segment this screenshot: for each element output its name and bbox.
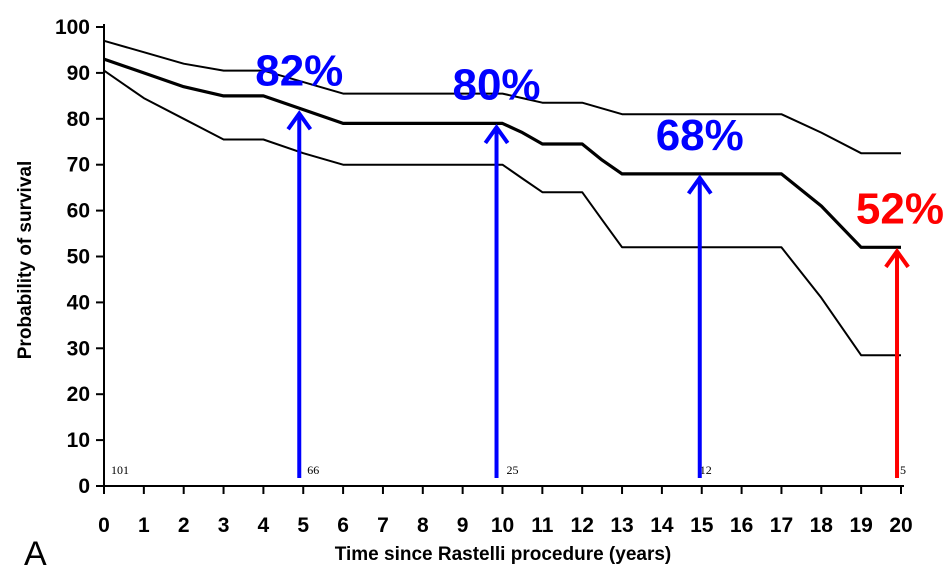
y-tick-label: 60 [67,200,90,223]
at-risk-label: 25 [506,463,518,477]
x-tick-label: 15 [690,514,714,537]
annotation-arrow: 52% [856,184,944,478]
y-tick-label: 100 [55,16,90,39]
x-tick-label: 11 [531,514,554,537]
y-tick-label: 80 [67,108,90,131]
at-risk-label: 12 [700,463,712,477]
annotation-arrow: 68% [656,111,744,478]
survival-curves [103,39,901,357]
arrow-head [686,174,713,195]
arrow-head [483,123,510,145]
x-tick-label: 2 [178,514,190,537]
survival-percent-label: 82% [255,47,343,96]
x-tick-label: 17 [770,514,793,537]
x-tick-label: 18 [810,514,834,537]
y-tick-label: 20 [67,383,90,406]
x-tick-label: 12 [571,514,594,537]
annotation-arrows: 82% 80% 68% 52% [255,47,944,478]
at-risk-label: 101 [111,463,129,477]
x-tick-label: 20 [889,514,912,537]
survival-percent-label: 52% [856,184,944,233]
x-tick-label: 19 [849,514,872,537]
y-tick-label: 40 [67,291,90,314]
x-tick-label: 13 [610,514,633,537]
x-tick-label: 1 [138,514,150,537]
x-tick-label: 4 [258,514,270,537]
y-tick-label: 0 [78,475,90,498]
x-tick-label: 0 [98,514,110,537]
at-risk-numbers: 101 66 25 12 5 [111,463,906,477]
x-tick-label: 3 [218,514,230,537]
x-tick-label: 8 [417,514,429,537]
survival-line-lower-ci [103,69,901,357]
survival-line-estimate [103,57,901,249]
survival-percent-label: 68% [656,111,744,160]
survival-percent-label: 80% [452,60,540,109]
x-tick-label: 14 [650,514,674,537]
x-tick-label: 16 [730,514,753,537]
y-tick-label: 50 [67,246,90,269]
y-tick-label: 90 [67,62,90,85]
annotation-arrow: 80% [452,60,541,478]
y-tick-label: 10 [67,429,90,452]
panel-label: A [24,535,47,573]
x-axis-title: Time since Rastelli procedure (years) [335,544,672,565]
arrow-head [884,247,910,269]
survival-line-upper-ci [103,39,901,155]
x-tick-label: 9 [457,514,469,537]
x-tick-label: 5 [297,514,309,537]
x-tick-label: 7 [377,514,389,537]
annotation-arrow: 82% [255,47,343,478]
at-risk-label: 5 [900,463,906,477]
arrow-head [286,110,313,131]
y-tick-label: 30 [67,337,90,360]
y-axis-title: Probability of survival [15,161,36,360]
x-tick-label: 10 [491,514,514,537]
x-tick-label: 6 [337,514,349,537]
y-tick-label: 70 [67,154,90,177]
at-risk-label: 66 [307,463,319,477]
